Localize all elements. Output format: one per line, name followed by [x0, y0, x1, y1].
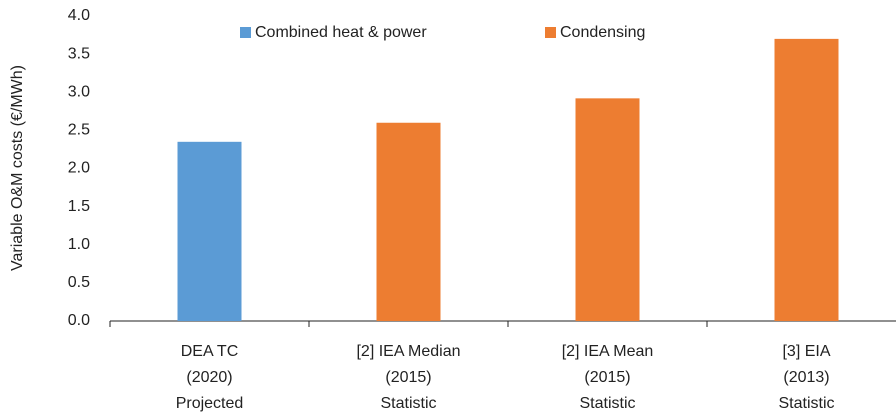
x-tick-label: Projected [176, 395, 244, 412]
x-tick-label: Statistic [778, 395, 834, 412]
y-tick-label: 0.0 [68, 312, 90, 329]
bar [376, 122, 441, 321]
y-tick-label: 3.5 [68, 45, 90, 62]
legend-swatch [545, 27, 556, 38]
bar [774, 38, 839, 321]
x-tick-label: [2] IEA Median [356, 343, 460, 360]
bar [575, 98, 640, 321]
legend-label: Condensing [560, 24, 645, 41]
y-tick-label: 0.5 [68, 274, 90, 291]
x-tick-label: DEA TC [181, 343, 239, 360]
x-tick-label: (2020) [186, 369, 232, 386]
x-tick-label: [3] EIA [782, 343, 830, 360]
y-tick-label: 4.0 [68, 7, 90, 24]
y-tick-label: 2.5 [68, 122, 90, 139]
y-tick-label: 1.0 [68, 236, 90, 253]
bar [177, 141, 242, 321]
x-tick-label: (2015) [385, 369, 431, 386]
x-tick-label: [2] IEA Mean [562, 343, 654, 360]
legend-swatch [240, 27, 251, 38]
y-tick-label: 1.5 [68, 198, 90, 215]
y-tick-label: 2.0 [68, 160, 90, 177]
y-tick-label: 3.0 [68, 83, 90, 100]
x-tick-label: Statistic [380, 395, 436, 412]
y-axis-label: Variable O&M costs (€/MWh) [9, 65, 26, 271]
x-tick-label: (2015) [584, 369, 630, 386]
x-tick-label: (2013) [783, 369, 829, 386]
x-tick-label: Statistic [579, 395, 635, 412]
legend-label: Combined heat & power [255, 24, 427, 41]
